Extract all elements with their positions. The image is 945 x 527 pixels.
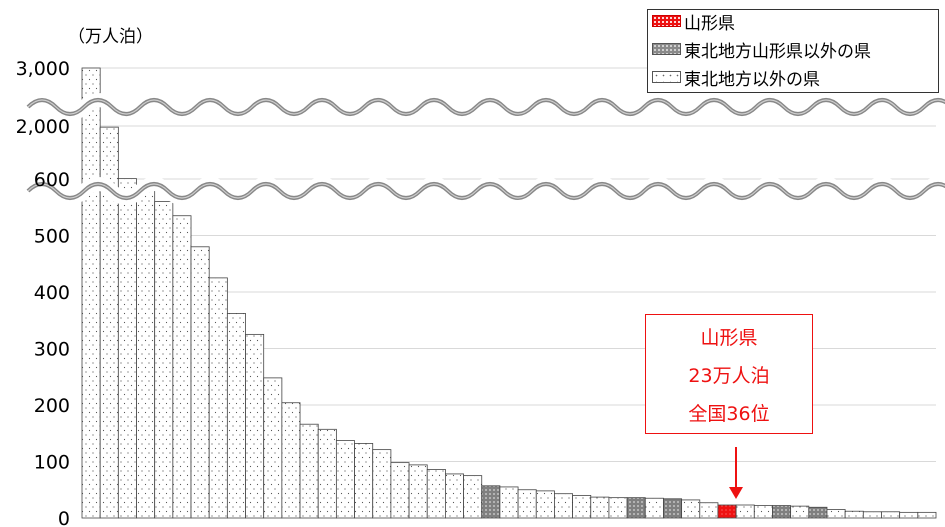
legend-item-yamagata: 山形県 — [652, 10, 735, 34]
bar-other — [844, 510, 864, 519]
bar-other — [226, 313, 246, 519]
bar-other — [644, 497, 664, 519]
callout-box: 山形県 23万人泊 全国36位 — [645, 314, 813, 434]
bar-tohoku — [808, 506, 828, 519]
y-tick-label: 100 — [34, 452, 70, 474]
bar-tohoku — [663, 498, 683, 519]
bar-other — [281, 402, 301, 519]
bar-other — [263, 377, 283, 519]
callout-line-2: 23万人泊 — [688, 365, 770, 387]
bar-tohoku — [626, 497, 646, 519]
y-axis-ticks: 0 100 200 300 400 500 600 2,000 3,000 — [16, 58, 70, 527]
bar-other — [372, 449, 392, 519]
bar-other — [245, 333, 265, 519]
bar-other — [499, 486, 519, 519]
callout-line-1: 山形県 — [700, 327, 758, 349]
bar-other — [826, 509, 846, 519]
bar-yamagata — [717, 504, 737, 519]
bar-other — [208, 277, 228, 519]
bar-other — [735, 504, 755, 519]
bar-other — [535, 490, 555, 519]
bar-other — [444, 473, 464, 519]
y-tick-label: 3,000 — [16, 58, 70, 80]
bar-other — [554, 493, 573, 519]
legend-swatch-other — [652, 71, 681, 83]
bar-tohoku — [772, 505, 792, 519]
axis-break-highlight — [27, 183, 945, 199]
bar-other — [463, 475, 483, 519]
bar-other — [426, 469, 446, 519]
legend-item-other: 東北地方以外の県 — [652, 66, 820, 90]
y-tick-label: 2,000 — [16, 116, 70, 138]
bar-other — [681, 499, 701, 519]
bar-other — [117, 178, 137, 519]
legend-swatch-yamagata — [652, 15, 681, 27]
bar-other — [299, 423, 319, 519]
callout-line-3: 全国36位 — [688, 403, 770, 425]
legend: 山形県 東北地方山形県以外の県 東北地方以外の県 — [647, 9, 939, 93]
legend-label: 東北地方以外の県 — [684, 69, 820, 90]
y-tick-label: 200 — [34, 395, 70, 417]
axis-break-lines — [23, 93, 945, 205]
y-tick-label: 500 — [34, 226, 70, 248]
bars — [81, 67, 937, 519]
y-tick-label: 300 — [34, 339, 70, 361]
bar-other — [335, 440, 355, 519]
y-axis-unit-label: （万人泊） — [68, 27, 153, 47]
bar-other — [154, 201, 174, 519]
bar-other — [881, 511, 901, 519]
bar-other — [790, 505, 810, 519]
y-tick-label: 0 — [58, 508, 70, 527]
bar-other — [862, 511, 882, 519]
bar-other — [354, 443, 374, 519]
bar-other — [517, 489, 537, 519]
bar-other — [390, 462, 410, 519]
bar-other — [917, 511, 937, 519]
y-tick-label: 600 — [34, 169, 70, 191]
axis-break-highlight — [27, 99, 945, 115]
bar-other — [408, 464, 428, 519]
legend-swatch-tohoku — [652, 43, 681, 55]
bar-other — [81, 67, 101, 519]
bar-other — [190, 246, 210, 519]
bar-other — [136, 189, 156, 519]
bar-other — [172, 215, 192, 519]
y-tick-label: 400 — [34, 282, 70, 304]
bar-other — [572, 494, 592, 519]
bar-other — [899, 511, 919, 519]
bar-tohoku — [481, 485, 501, 519]
bar-other — [317, 428, 337, 519]
legend-item-tohoku: 東北地方山形県以外の県 — [652, 38, 871, 62]
bar-other — [753, 505, 773, 519]
bar-other — [699, 502, 719, 519]
legend-label: 山形県 — [684, 13, 735, 34]
bar-other — [608, 497, 628, 519]
bar-other — [590, 496, 610, 519]
legend-label: 東北地方山形県以外の県 — [684, 41, 871, 62]
callout-arrow — [729, 447, 743, 499]
